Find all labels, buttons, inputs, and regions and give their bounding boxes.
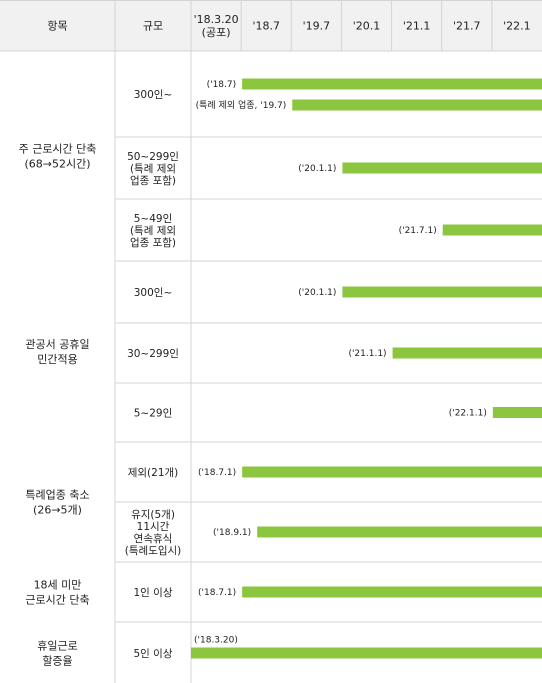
timeline-bar — [257, 526, 542, 538]
timeline-bar — [242, 78, 542, 90]
timeline-bar — [242, 586, 542, 598]
timeline-bar — [342, 162, 542, 174]
bar-date-label: ('18.3.20) — [194, 636, 238, 646]
row-scale-label: 5~49인 (특례 제외 업종 포함) — [130, 213, 176, 249]
row-scale-label: 30~299인 — [127, 348, 179, 360]
header-scale: 규모 — [143, 20, 163, 33]
row-scale-label: 유지(5개) 11시간 연속휴식 (특례도입시) — [125, 509, 182, 557]
row-scale-label: 300인~ — [134, 287, 173, 299]
row-scale-label: 50~299인 (특례 제외 업종 포함) — [127, 151, 179, 187]
header-period: '21.1 — [403, 20, 431, 33]
row-scale-label: 5인 이상 — [134, 648, 173, 660]
bar-date-label: ('18.9.1) — [213, 528, 251, 538]
header-period: '19.7 — [303, 20, 331, 33]
header-period: '20.1 — [353, 20, 381, 33]
row-scale-label: 1인 이상 — [134, 587, 173, 599]
group-label: 18세 미만 근로시간 단축 — [25, 579, 89, 607]
timeline-bar — [292, 99, 542, 111]
header-period: '22.1 — [503, 20, 531, 33]
timeline-bar — [442, 224, 542, 236]
bar-date-label: ('18.7) — [207, 80, 237, 90]
header-row — [0, 0, 542, 51]
bar-date-label: ('21.1.1) — [348, 349, 386, 359]
group-label: 주 근로시간 단축 (68→52시간) — [19, 143, 97, 171]
timeline-bar — [242, 466, 542, 478]
bar-date-label: ('18.7.1) — [198, 468, 236, 478]
header-period: '18.3.20 (공포) — [194, 13, 239, 39]
row-scale-label: 제외(21개) — [128, 467, 179, 479]
group-label: 관공서 공휴일 민간적용 — [25, 337, 89, 366]
timeline-bar — [191, 647, 542, 659]
timeline-bar — [492, 407, 542, 418]
header-item: 항목 — [47, 20, 67, 33]
timeline-bar — [392, 347, 542, 359]
timeline-bar — [342, 286, 542, 298]
group-label: 휴일근로 할증율 — [37, 639, 77, 668]
bar-date-label: ('18.7.1) — [198, 588, 236, 598]
row-scale-label: 300인~ — [134, 89, 173, 101]
header-period: '21.7 — [453, 20, 481, 33]
bar-date-label: ('20.1.1) — [298, 288, 336, 298]
bar-date-label: ('22.1.1) — [449, 409, 487, 419]
bar-date-label: (특례 제외 업종, '19.7) — [196, 99, 287, 111]
row-scale-label: 5~29인 — [134, 408, 173, 420]
bar-date-label: ('21.7.1) — [399, 226, 437, 236]
bar-date-label: ('20.1.1) — [298, 164, 336, 174]
group-label: 특례업종 축소 (26→5개) — [25, 489, 89, 517]
header-period: '18.7 — [252, 20, 280, 33]
